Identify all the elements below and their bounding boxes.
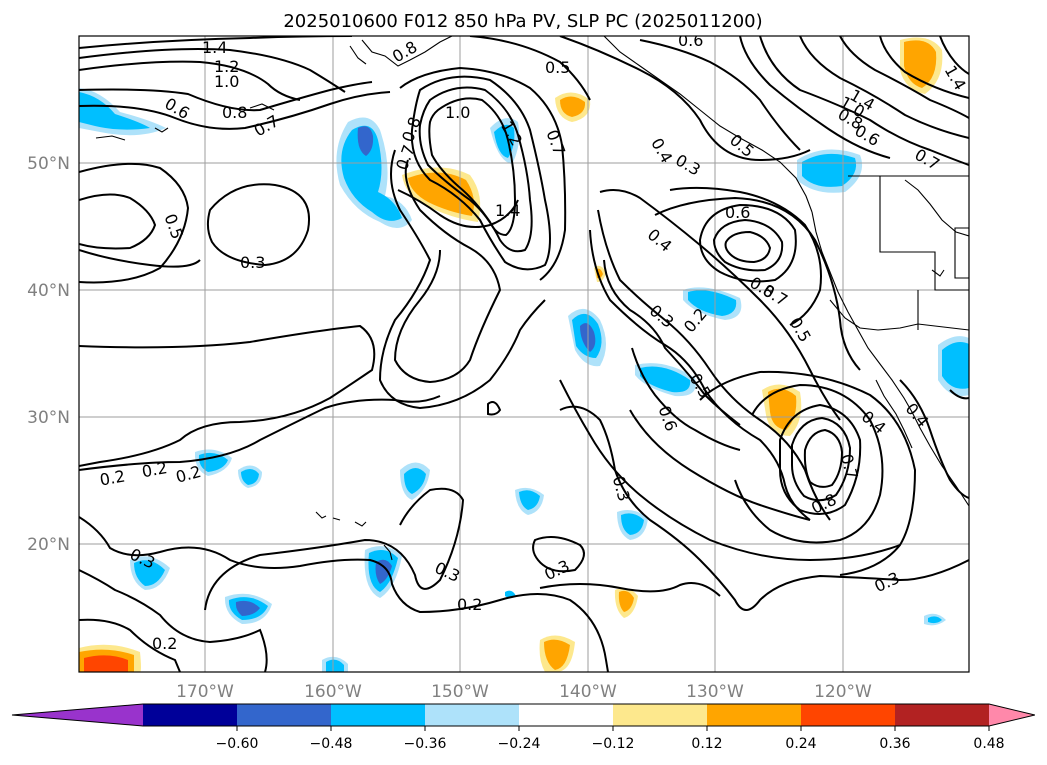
longitude-labels: 170°W 160°W 150°W 140°W 130°W 120°W (176, 682, 872, 702)
colorbar-tick-label: 0.36 (879, 736, 910, 752)
lon-label: 130°W (686, 682, 744, 702)
pv-patch (134, 560, 165, 586)
colorbar-ticks: −0.60 −0.48 −0.36 −0.24 −0.12 0.12 0.24 0.36 0.4… (216, 726, 1005, 752)
pv-patch (768, 388, 797, 430)
colorbar-tick-label: 0.12 (691, 736, 722, 752)
pv-patch (519, 490, 540, 510)
coastlines (95, 36, 969, 561)
pv-patch (375, 559, 392, 584)
pv-patch (621, 513, 644, 535)
lat-label: 20°N (27, 535, 70, 555)
latitude-labels: 50°N 40°N 30°N 20°N (27, 154, 70, 555)
pv-patch (688, 290, 737, 316)
colorbar-segment (143, 704, 238, 726)
pv-patch (235, 600, 260, 616)
pv-patch (928, 616, 942, 624)
contour-label: 1.4 (202, 38, 227, 57)
pv-patch (326, 659, 344, 672)
pv-patch (241, 468, 259, 485)
pv-patch (79, 92, 150, 130)
colorbar-segment (895, 704, 990, 726)
contour-label: 1.4 (495, 201, 520, 220)
contour-label: 1.0 (445, 103, 470, 122)
slp-contours (79, 36, 969, 672)
pv-patch (544, 639, 570, 670)
pv-patch (341, 125, 402, 221)
colorbar-tick-label: 0.48 (973, 736, 1004, 752)
pv-patch (618, 590, 634, 612)
pv-patch (198, 452, 228, 472)
colorbar-segment (801, 704, 896, 726)
lon-label: 170°W (176, 682, 234, 702)
pv-patch (404, 468, 426, 494)
lon-label: 120°W (814, 682, 872, 702)
pv-patch (640, 366, 691, 393)
colorbar-tick-label: −0.48 (310, 736, 353, 752)
colorbar-tick-label: −0.60 (216, 736, 259, 752)
colorbar-tick-label: 0.24 (785, 736, 816, 752)
map-background (79, 36, 969, 672)
pv-patch (408, 172, 474, 216)
pv-patch (357, 126, 374, 156)
lon-label: 160°W (304, 682, 362, 702)
lat-label: 30°N (27, 408, 70, 428)
contour-label: 0.8 (222, 103, 247, 122)
contour-label: 0.6 (678, 31, 703, 50)
contour-label: 0.2 (140, 458, 168, 481)
contour-label: 0.2 (457, 595, 482, 614)
colorbar-segment (707, 704, 802, 726)
colorbar (11, 703, 1035, 727)
map-area: 1.4 1.2 1.0 0.8 0.6 0.5 0.6 0.8 0.7 1.0 … (79, 31, 969, 672)
pv-patch (942, 342, 969, 389)
colorbar-extend-high (989, 704, 1035, 726)
map-title: 2025010600 F012 850 hPa PV, SLP PC (2025… (283, 11, 762, 32)
contour-label: 0.2 (98, 466, 126, 489)
colorbar-segment (613, 704, 708, 726)
colorbar-segment (425, 704, 520, 726)
contour-label: 1.0 (214, 72, 239, 91)
lon-label: 150°W (431, 682, 489, 702)
colorbar-extend-low (12, 704, 143, 726)
contour-label: 0.2 (152, 634, 177, 653)
gridlines (79, 36, 969, 672)
colorbar-outline (11, 703, 1035, 727)
pv-patch (84, 655, 128, 672)
lat-label: 40°N (27, 281, 70, 301)
colorbar-tick-label: −0.36 (404, 736, 447, 752)
lon-label: 140°W (559, 682, 617, 702)
colorbar-segment (519, 704, 614, 726)
colorbar-tick-label: −0.12 (592, 736, 635, 752)
lat-label: 50°N (27, 154, 70, 174)
map-frame (78, 35, 970, 673)
contour-label: 0.3 (240, 253, 265, 272)
colorbar-tick-label: −0.24 (498, 736, 541, 752)
colorbar-segment (331, 704, 426, 726)
contour-label: 0.6 (725, 203, 750, 222)
colorbar-segment (237, 704, 332, 726)
pv-shading (79, 37, 969, 672)
contour-label: 1.2 (214, 57, 239, 76)
contour-label: 0.5 (545, 58, 570, 77)
pv-patch (560, 96, 586, 117)
